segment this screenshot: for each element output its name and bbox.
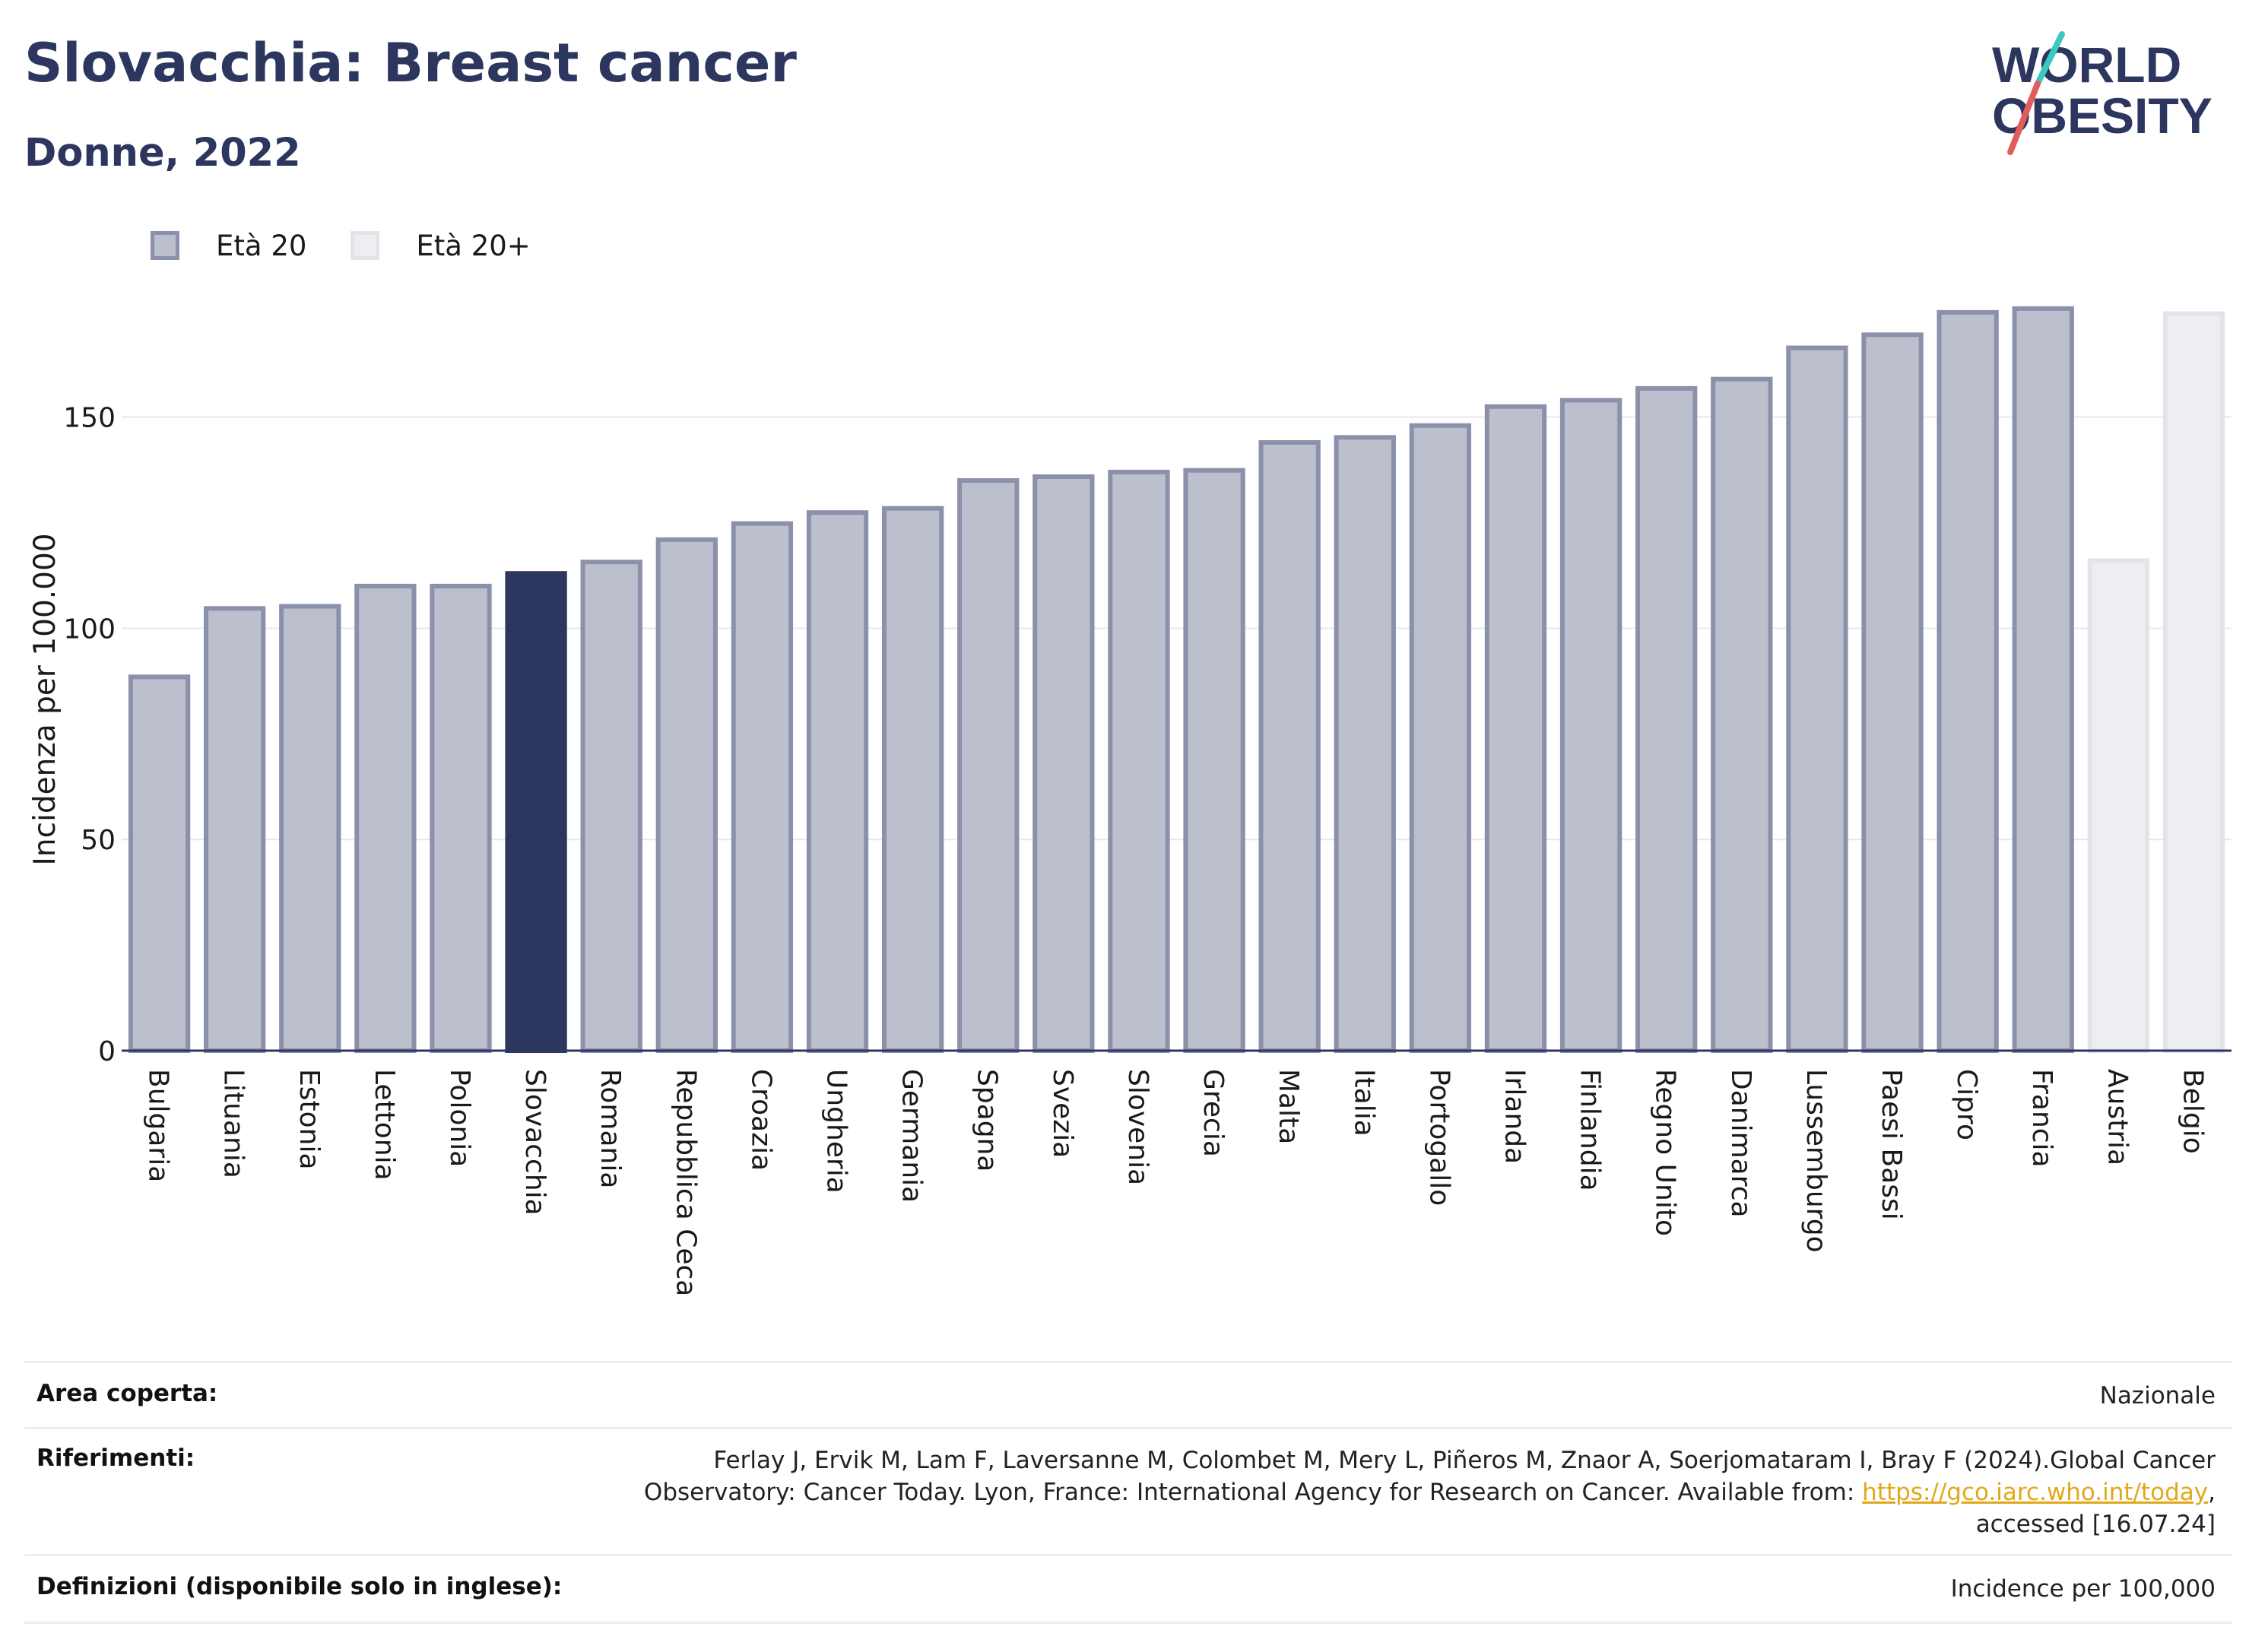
x-tick-label: Francia [2026,1069,2057,1168]
area-label: Area coperta: [36,1380,218,1407]
bar-grecia[interactable] [1183,468,1245,1053]
bar-bulgaria[interactable] [128,674,191,1053]
definitions-value: Incidence per 100,000 [1950,1575,2216,1603]
x-tick-label: Spagna [972,1069,1003,1172]
bar-finlandia[interactable] [1559,398,1623,1053]
page-title: Slovacchia: Breast cancer [24,32,797,94]
x-tick-label: Malta [1273,1069,1304,1144]
chart-legend: Età 20 Età 20+ [151,225,575,266]
bar-lussemburgo[interactable] [1786,345,1848,1053]
reference-line-1: Ferlay J, Ervik M, Lam F, Laversanne M, … [713,1447,2216,1474]
x-tick-label: Finlandia [1575,1069,1606,1191]
x-tick-labels: Bulgaria Lituania Estonia Lettonia Polonia Sl… [143,1069,2209,1296]
bar-ungheria[interactable] [806,510,869,1053]
reference-text-2: Observatory: Cancer Today. Lyon, France:… [643,1479,1863,1506]
bar-repubblica-ceca[interactable] [655,537,718,1053]
bar-paesi-bassi[interactable] [1861,332,1924,1054]
legend-swatch-eta-20-plus [351,231,380,260]
reference-line-3: accessed [16.07.24] [1975,1511,2216,1538]
x-tick-label: Cipro [1951,1069,1982,1140]
legend-swatch-eta-20 [151,231,179,260]
logo-line1: WORLD [1992,36,2181,93]
legend-label: Età 20+ [416,229,531,262]
meta-row-references: Riferimenti: Ferlay J, Ervik M, Lam F, L… [24,1427,2232,1554]
bar-slovacchia[interactable] [505,571,567,1053]
x-tick-label: Lituania [218,1069,249,1178]
bar-lituania[interactable] [204,606,266,1053]
bars [128,306,2225,1054]
references-label: Riferimenti: [36,1444,195,1472]
bar-germania[interactable] [881,506,944,1053]
bar-regno-unito[interactable] [1635,385,1698,1053]
x-tick-label: Italia [1348,1069,1379,1137]
bar-irlanda[interactable] [1484,404,1547,1053]
y-tick-label: 0 [98,1036,116,1067]
legend-item-eta-20-plus[interactable]: Età 20+ [351,229,531,262]
legend-label: Età 20 [216,229,307,262]
bar-lettonia[interactable] [354,583,417,1053]
reference-comma: , [2208,1479,2216,1506]
bar-francia[interactable] [2012,306,2074,1053]
y-tick-label: 150 [63,403,116,434]
x-tick-label: Slovacchia [519,1069,550,1216]
bar-estonia[interactable] [279,604,341,1053]
bar-slovenia[interactable] [1108,469,1170,1053]
x-tick-label: Irlanda [1499,1069,1530,1164]
area-value: Nazionale [2099,1382,2216,1409]
y-axis-title: Incidenza per 100.000 [28,533,62,865]
x-tick-label: Romania [595,1069,626,1188]
y-tick-label: 100 [63,614,116,645]
bar-polonia[interactable] [430,583,492,1053]
page-subtitle: Donne, 2022 [24,131,301,176]
bar-malta[interactable] [1258,440,1321,1053]
x-tick-label: Bulgaria [143,1069,174,1182]
x-tick-label: Belgio [2177,1069,2208,1154]
bar-austria[interactable] [2087,558,2149,1053]
bar-belgio[interactable] [2162,311,2225,1053]
bar-romania[interactable] [580,560,642,1053]
legend-item-eta-20[interactable]: Età 20 [151,230,306,262]
bar-chart: 0 50 100 150 Bulgaria Lituania Estonia Lettoni… [28,306,2232,1296]
x-tick-label: Regno Unito [1650,1069,1681,1236]
references-value: Ferlay J, Ervik M, Lam F, Laversanne M, … [644,1444,2232,1540]
x-tick-label: Grecia [1197,1069,1229,1157]
x-tick-label: Polonia [444,1069,475,1167]
x-tick-label: Ungheria [821,1069,852,1194]
y-tick-labels: 0 50 100 150 [63,403,116,1067]
y-tick-label: 50 [81,825,116,856]
world-obesity-logo: WORLD OBESITY [1992,31,2213,155]
definitions-label: Definizioni (disponibile solo in inglese… [36,1573,563,1600]
x-tick-label: Lussemburgo [1800,1069,1832,1253]
bar-croazia[interactable] [731,521,794,1053]
bar-cipro[interactable] [1937,309,1999,1053]
x-tick-label: Portogallo [1423,1069,1454,1206]
x-tick-label: Austria [2101,1069,2133,1165]
x-tick-label: Slovenia [1122,1069,1153,1185]
x-tick-label: Paesi Bassi [1876,1069,1907,1220]
bar-portogallo[interactable] [1409,423,1472,1053]
x-tick-label: Lettonia [369,1069,400,1181]
meta-row-definitions: Definizioni (disponibile solo in inglese… [24,1554,2232,1624]
bar-spagna[interactable] [957,478,1020,1053]
reference-line-2: Observatory: Cancer Today. Lyon, France:… [644,1476,2216,1508]
bar-italia[interactable] [1334,435,1396,1053]
meta-row-area: Area coperta: Nazionale [24,1361,2232,1427]
metadata-table: Area coperta: Nazionale Riferimenti: Fer… [24,1361,2232,1624]
x-tick-label: Danimarca [1725,1069,1756,1218]
x-tick-label: Repubblica Ceca [670,1069,701,1296]
bar-danimarca[interactable] [1711,376,1773,1053]
x-tick-label: Germania [896,1069,928,1203]
logo-line2: OBESITY [1992,87,2213,144]
reference-link[interactable]: https://gco.iarc.who.int/today [1862,1479,2209,1506]
bar-svezia[interactable] [1033,474,1095,1053]
x-tick-label: Svezia [1047,1069,1078,1158]
x-tick-label: Estonia [293,1069,325,1170]
x-tick-label: Croazia [745,1069,776,1171]
